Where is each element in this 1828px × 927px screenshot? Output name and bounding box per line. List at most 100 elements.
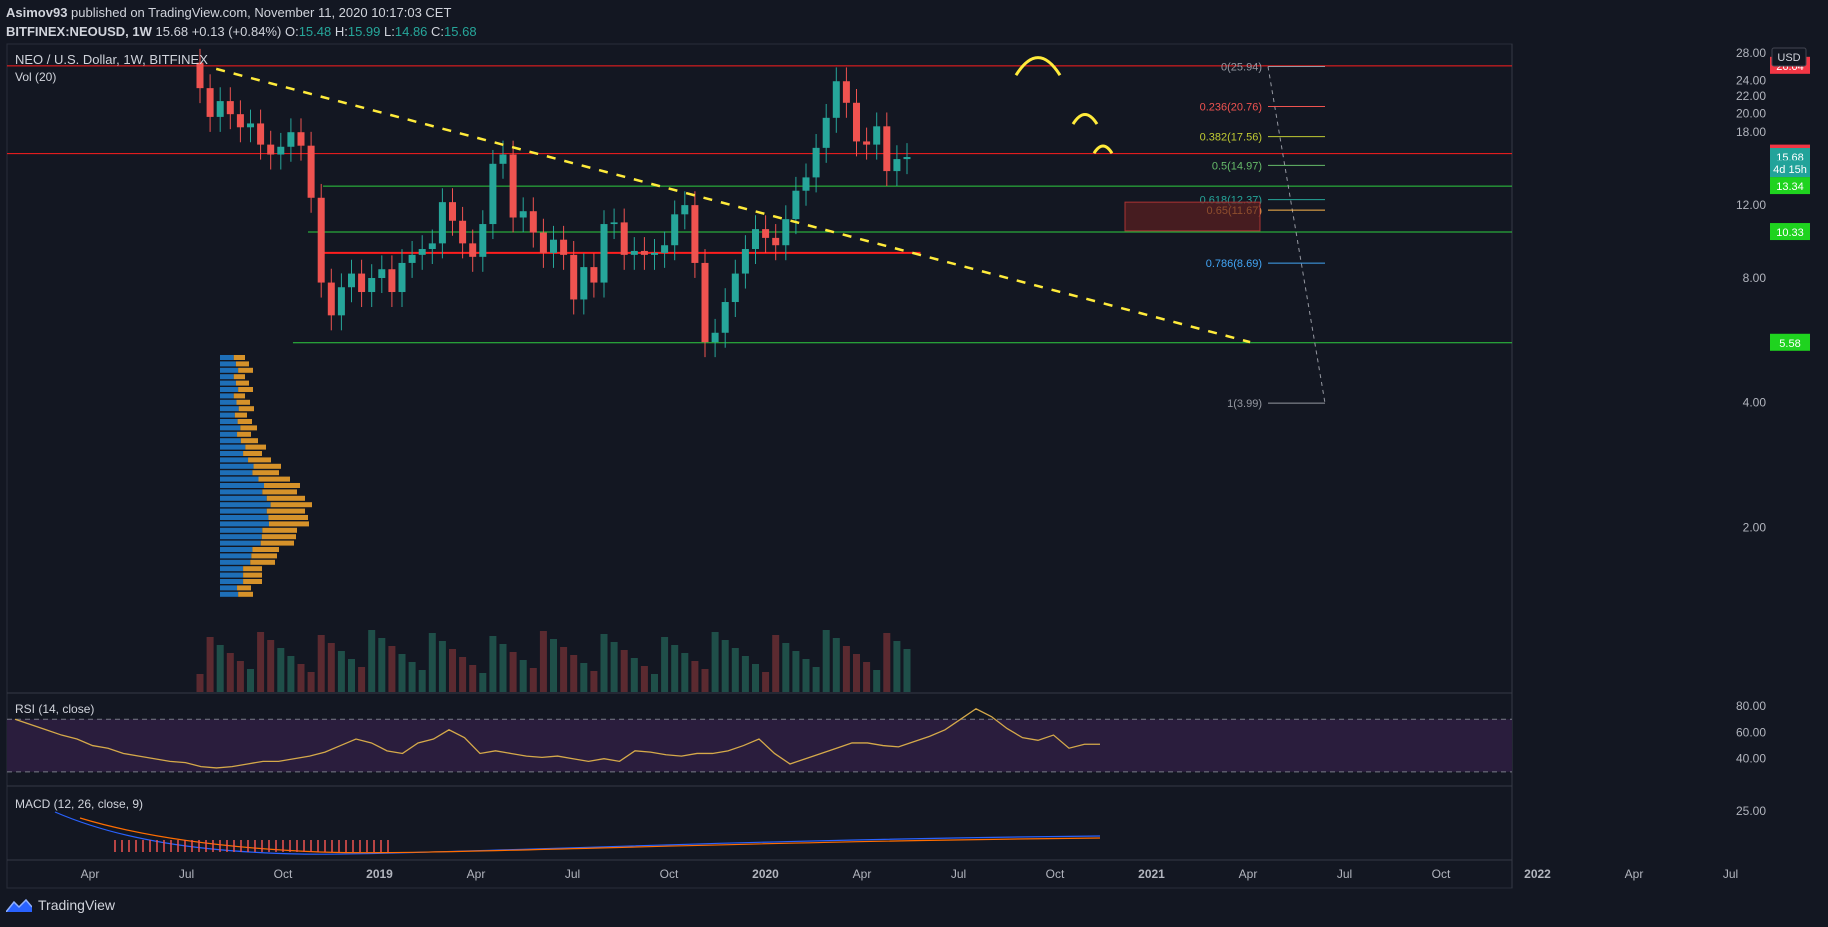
volume-bar	[287, 656, 295, 692]
price-tag-label: 4d 15h	[1773, 164, 1807, 176]
volume-profile-bar	[220, 585, 238, 591]
macd-line	[54, 811, 1101, 855]
volume-bar	[257, 632, 265, 692]
y-tick-label: 20.00	[1736, 106, 1766, 120]
volume-bar	[883, 633, 891, 692]
fib-diagonal	[1267, 66, 1326, 404]
volume-profile-bar	[220, 367, 239, 373]
price-change: +0.13 (+0.84%)	[191, 24, 282, 39]
candle-body	[772, 237, 780, 246]
volume-profile-bar	[258, 476, 290, 482]
y-tick-label: 2.00	[1743, 520, 1767, 534]
open-value: 15.48	[298, 24, 332, 39]
candle-body	[489, 163, 497, 225]
volume-profile-bar	[220, 553, 252, 559]
volume-bar	[216, 645, 224, 692]
fib-level-label: 0.786(8.69)	[1206, 258, 1262, 270]
volume-bar	[832, 638, 840, 692]
candle-body	[903, 157, 911, 160]
candle-body	[721, 302, 729, 333]
volume-profile-bar	[264, 483, 300, 488]
volume-profile-bar	[243, 579, 262, 584]
candle-body	[287, 132, 295, 147]
volume-profile-bar	[268, 515, 308, 520]
brand-name[interactable]: TradingView	[38, 897, 116, 913]
volume-profile-bar	[220, 521, 269, 527]
pattern-arc	[1092, 144, 1114, 155]
high-value: 15.99	[347, 24, 381, 39]
volume-profile-bar	[220, 572, 244, 578]
volume-profile-bar	[220, 393, 234, 399]
y-tick-label: 18.00	[1736, 125, 1766, 139]
x-tick-label: 2019	[366, 867, 393, 881]
candle-body	[226, 101, 234, 115]
candle-body	[600, 224, 608, 283]
candle-body	[651, 252, 658, 255]
volume-profile-bar	[220, 489, 263, 495]
volume-profile-bar	[220, 559, 251, 565]
volume-bar	[590, 671, 598, 692]
candle-body	[479, 224, 487, 257]
volume-bar	[822, 630, 830, 692]
candle-body	[863, 141, 871, 145]
volume-bar	[469, 665, 477, 692]
volume-profile-bar	[220, 534, 262, 540]
author-name[interactable]: Asimov93	[6, 5, 68, 20]
volume-profile-bar	[261, 534, 296, 540]
candle-body	[297, 132, 305, 146]
volume-profile-bar	[220, 470, 253, 476]
tradingview-logo-icon[interactable]	[5, 898, 33, 913]
candle-body	[277, 146, 285, 155]
volume-bar	[570, 655, 578, 692]
candle-body	[620, 222, 628, 255]
candle-body	[853, 102, 860, 142]
candle-body	[630, 250, 638, 255]
currency-box	[1771, 47, 1807, 67]
volume-profile-bar	[220, 380, 236, 386]
candle-body	[196, 62, 204, 89]
volume-profile-bar	[235, 380, 249, 386]
volume-bar	[509, 652, 517, 692]
volume-bar	[721, 640, 729, 692]
volume-profile-bar	[243, 566, 262, 572]
volume-legend: Vol (20)	[15, 70, 56, 84]
volume-bar	[792, 651, 800, 692]
volume-bar	[782, 643, 790, 692]
volume-bar	[226, 653, 234, 692]
candle-body	[509, 154, 517, 218]
volume-bar	[651, 674, 658, 692]
volume-profile-bar	[220, 425, 241, 431]
close-value: 15.68	[444, 24, 477, 39]
volume-profile-bar	[253, 463, 281, 469]
volume-bar	[307, 672, 315, 692]
volume-profile-bar	[220, 412, 235, 418]
candle-body	[348, 273, 355, 288]
footer: TradingView	[5, 897, 116, 913]
candle-body	[459, 220, 467, 244]
x-tick-label: Apr	[467, 867, 486, 881]
volume-bar	[630, 658, 638, 692]
volume-profile-bar	[240, 425, 257, 431]
volume-bar	[297, 664, 305, 692]
candle-body	[752, 229, 759, 250]
volume-bar	[610, 642, 618, 692]
volume-bar	[731, 648, 739, 692]
volume-bar	[550, 639, 557, 692]
x-tick-label: Apr	[81, 867, 100, 881]
candle-body	[822, 117, 830, 148]
rsi-legend: RSI (14, close)	[15, 702, 94, 716]
fib-level-label: 0.382(17.56)	[1200, 132, 1262, 144]
rsi-line	[14, 708, 1100, 769]
volume-bar	[418, 670, 426, 692]
close-label: C:	[431, 24, 445, 39]
volume-profile-bar	[262, 527, 297, 533]
x-tick-label: Jul	[951, 867, 966, 881]
volume-profile-bar	[237, 585, 251, 591]
candle-body	[792, 190, 800, 220]
volume-profile-bar	[266, 508, 305, 514]
volume-profile-bar	[220, 463, 254, 469]
volume-bar	[317, 635, 325, 692]
price-tag	[1770, 160, 1810, 178]
volume-profile-bar	[220, 457, 249, 463]
